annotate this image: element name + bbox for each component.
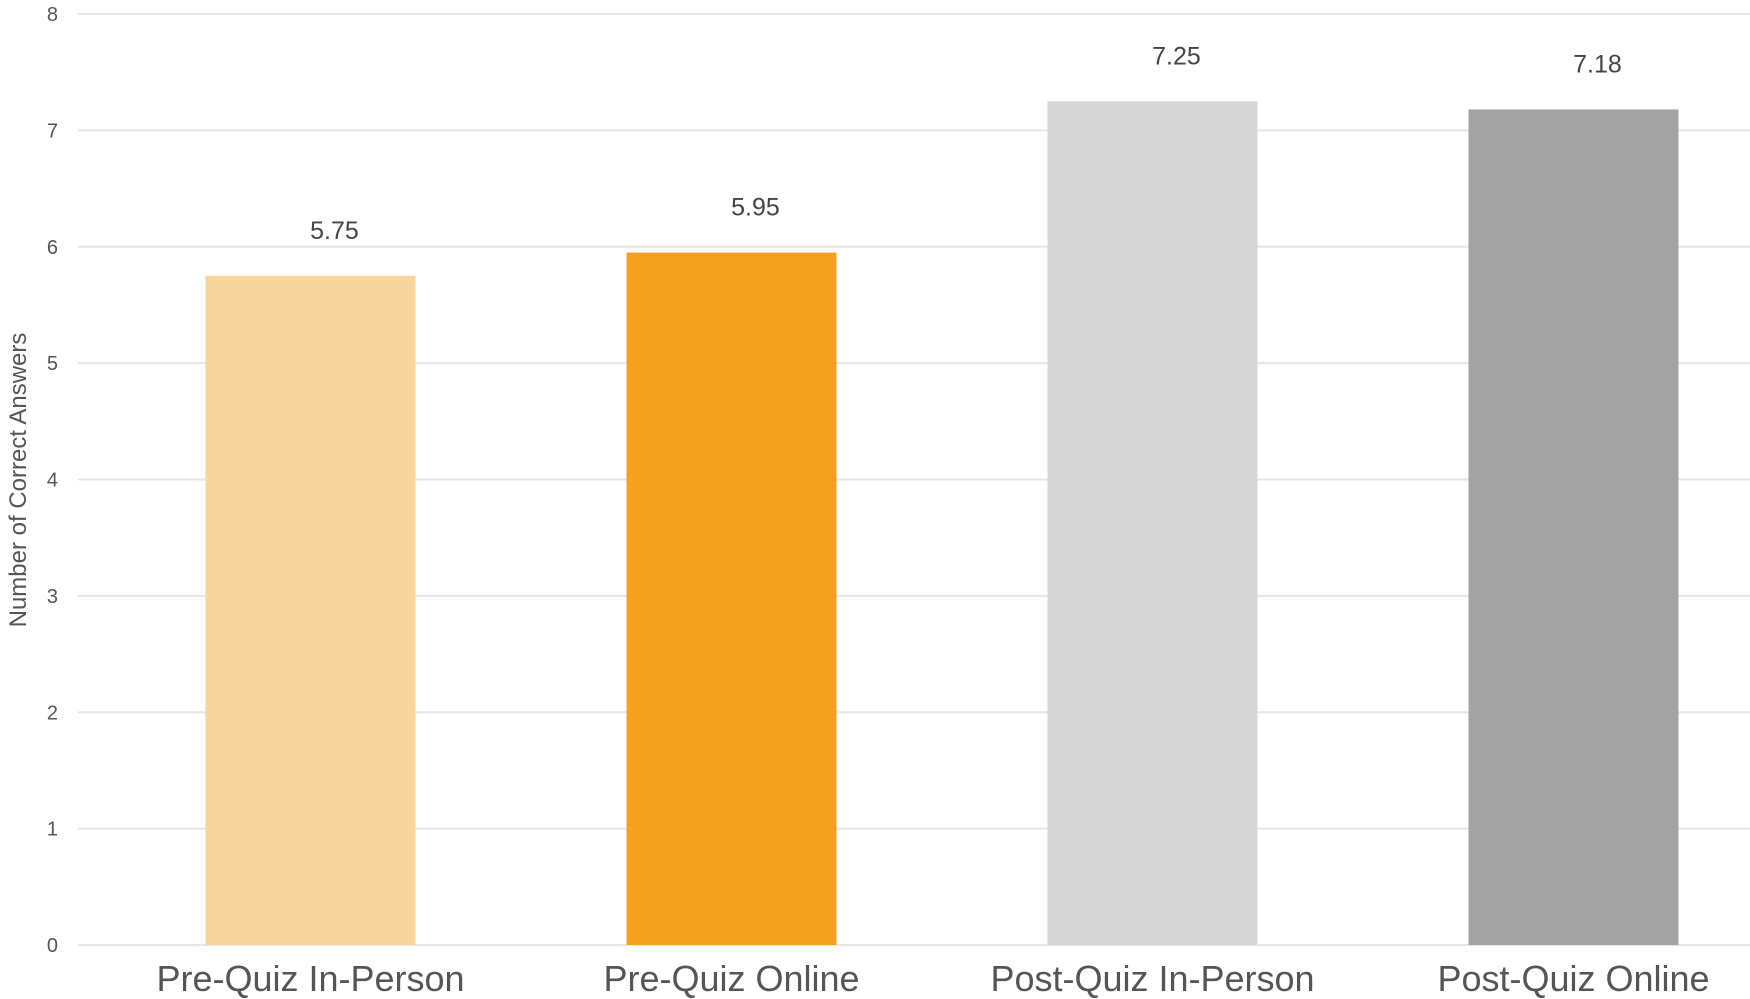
y-axis-ticks: 0 1 2 3 4 5 6 7 8 — [47, 4, 58, 957]
y-tick-label: 4 — [47, 470, 58, 492]
bar — [1047, 101, 1258, 945]
y-tick-label: 1 — [47, 819, 58, 841]
bar — [626, 252, 837, 946]
y-tick-label: 7 — [47, 120, 58, 142]
x-category-label: Post-Quiz Online — [1437, 958, 1709, 999]
bar — [1468, 109, 1679, 946]
x-category-label: Post-Quiz In-Person — [990, 958, 1314, 999]
data-label: 7.25 — [1152, 42, 1201, 70]
x-category-label: Pre-Quiz Online — [603, 958, 859, 999]
y-tick-label: 3 — [47, 586, 58, 608]
y-tick-label: 5 — [47, 353, 58, 375]
y-tick-label: 8 — [47, 4, 58, 26]
y-tick-label: 0 — [47, 935, 58, 957]
data-labels: 5.75 5.95 7.25 7.18 — [310, 42, 1622, 245]
y-axis-title: Number of Correct Answers — [5, 333, 32, 628]
x-category-label: Pre-Quiz In-Person — [156, 958, 464, 999]
data-label: 5.95 — [731, 194, 780, 222]
y-tick-label: 2 — [47, 702, 58, 724]
data-label: 7.18 — [1573, 50, 1622, 78]
data-label: 5.75 — [310, 217, 359, 245]
y-tick-label: 6 — [47, 237, 58, 259]
x-axis-categories: Pre-Quiz In-Person Pre-Quiz Online Post-Qu… — [156, 958, 1709, 999]
bars — [205, 101, 1679, 946]
bar — [205, 275, 416, 945]
